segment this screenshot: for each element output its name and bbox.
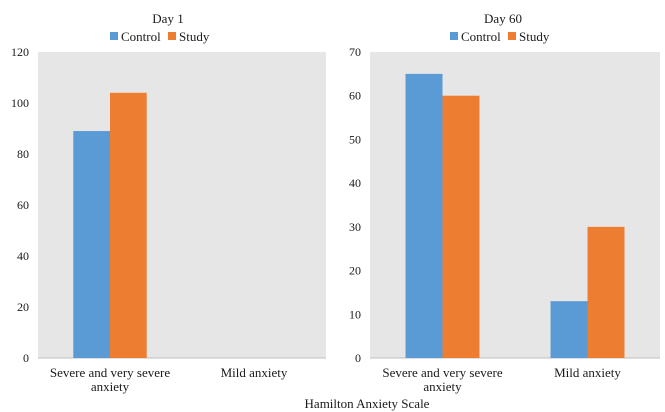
legend-swatch-control [110, 32, 118, 40]
legend-label-study: Study [179, 29, 210, 44]
bar-control [73, 131, 110, 358]
chart-title: Day 1 [152, 11, 183, 26]
y-tick-label: 50 [349, 132, 361, 146]
x-axis-label: Hamilton Anxiety Scale [305, 396, 430, 411]
chart-day-1: Day 1 Control Study 0 20 40 60 80 100 120 Severe a… [11, 11, 326, 394]
bar-study [587, 226, 625, 358]
legend-swatch-control [450, 32, 458, 40]
y-tick-label: 40 [349, 176, 361, 190]
y-tick-label: 70 [349, 45, 361, 59]
y-tick-label: 0 [23, 351, 29, 365]
y-tick-label: 20 [17, 300, 29, 314]
x-tick-label: Severe and very severe anxiety [382, 365, 502, 394]
y-tick-label: 80 [17, 147, 29, 161]
y-tick-label: 0 [355, 351, 361, 365]
legend-swatch-study [508, 32, 516, 40]
y-tick-label: 10 [349, 307, 361, 321]
x-tick-label: Mild anxiety [554, 365, 621, 380]
legend-label-study: Study [519, 29, 550, 44]
y-tick-label: 60 [17, 198, 29, 212]
y-tick-label: 30 [349, 220, 361, 234]
x-tick-label: Mild anxiety [221, 365, 288, 380]
bar-study [442, 95, 480, 358]
y-tick-label: 20 [349, 264, 361, 278]
y-tick-label: 120 [11, 45, 29, 59]
bar-control [405, 73, 443, 358]
legend-label-control: Control [121, 29, 161, 44]
chart-title: Day 60 [484, 11, 522, 26]
legend-swatch-study [168, 32, 176, 40]
bar-control [550, 301, 588, 358]
chart-day-60: Day 60 Control Study 0 10 20 30 40 50 60 70 Severe … [349, 11, 660, 394]
y-tick-label: 40 [17, 249, 29, 263]
y-tick-label: 100 [11, 96, 29, 110]
y-tick-label: 60 [349, 89, 361, 103]
bar-study [110, 92, 147, 359]
x-tick-label: Severe and very severe anxiety [50, 365, 170, 394]
legend-label-control: Control [461, 29, 501, 44]
